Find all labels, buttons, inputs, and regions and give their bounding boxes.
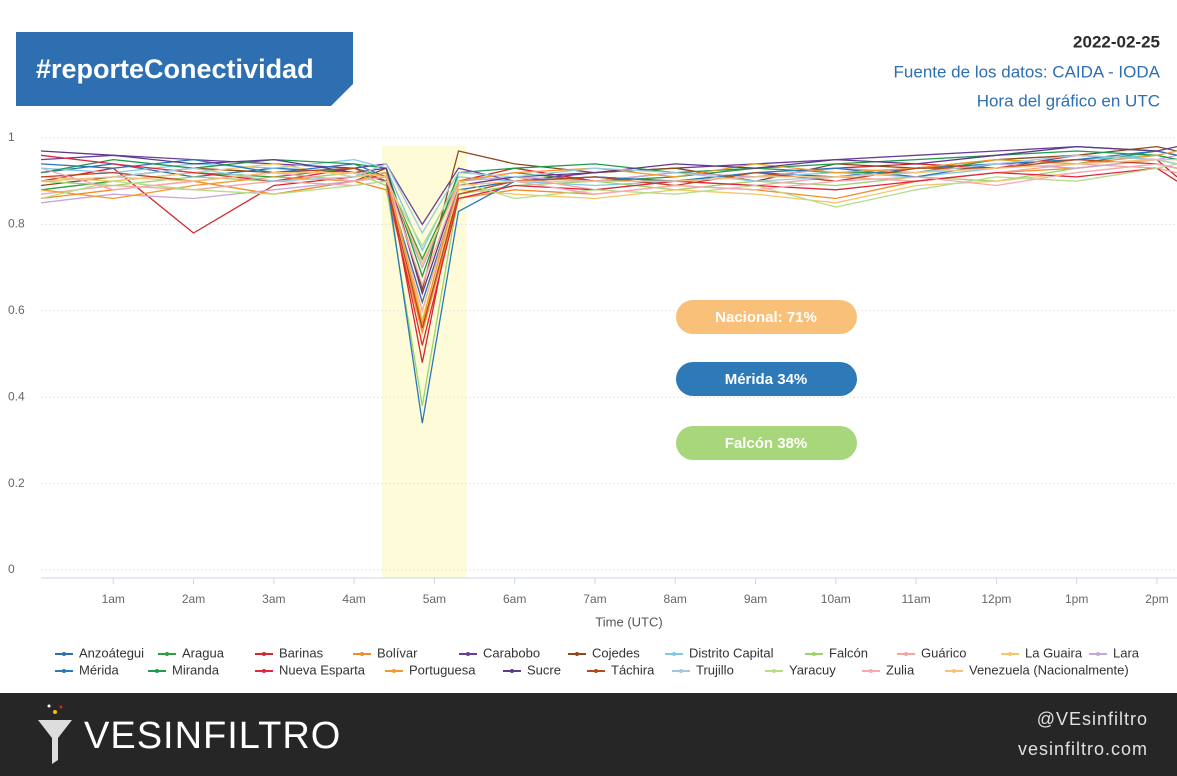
legend-label: La Guaira (1025, 645, 1083, 660)
x-tick-label: 1pm (1065, 592, 1088, 606)
legend-label: Carabobo (483, 645, 540, 660)
legend-label: Táchira (611, 662, 655, 677)
legend-label: Mérida (79, 662, 120, 677)
series-line (40, 158, 1177, 265)
series-line (40, 145, 1177, 226)
legend-marker (62, 652, 66, 656)
annotation-pill (676, 362, 857, 396)
legend-marker (772, 669, 776, 673)
legend-marker (672, 652, 676, 656)
legend-label: Trujillo (696, 662, 734, 677)
annotation-text: Nacional: 71% (715, 309, 817, 326)
series-line (40, 158, 1177, 335)
legend-label: Zulia (886, 662, 915, 677)
x-tick-label: 12pm (981, 592, 1011, 606)
legend-label: Sucre (527, 662, 561, 677)
legend-marker (1008, 652, 1012, 656)
annotation-pill (676, 300, 857, 334)
legend-marker (904, 652, 908, 656)
source: Fuente de los datos: CAIDA - IODA (894, 62, 1161, 81)
legend-marker (165, 652, 169, 656)
annotation-text: Mérida 34% (725, 371, 808, 388)
legend-marker (392, 669, 396, 673)
legend-label: Aragua (182, 645, 225, 660)
legend-marker (62, 669, 66, 673)
legend-label: Nueva Esparta (279, 662, 366, 677)
y-tick-label: 0.6 (8, 303, 25, 317)
x-tick-label: 10am (821, 592, 851, 606)
x-tick-label: 4am (342, 592, 365, 606)
x-tick-label: 9am (744, 592, 767, 606)
title: #reporteConectividad (36, 54, 314, 84)
series-line (40, 150, 1177, 324)
series-line (40, 163, 1177, 314)
legend-marker (1096, 652, 1100, 656)
y-tick-label: 1 (8, 130, 15, 144)
legend-marker (594, 669, 598, 673)
logo-dot (53, 710, 57, 714)
legend-marker (466, 652, 470, 656)
y-tick-label: 0 (8, 562, 15, 576)
annotation-text: Falcón 38% (725, 435, 808, 452)
logo-dot (47, 704, 51, 708)
x-tick-label: 5am (423, 592, 446, 606)
legend-label: Anzoátegui (79, 645, 144, 660)
series-line (40, 150, 1177, 279)
series-line (40, 163, 1177, 248)
legend-label: Bolívar (377, 645, 418, 660)
legend-label: Guárico (921, 645, 967, 660)
annotation-pill (676, 426, 857, 460)
legend-marker (575, 652, 579, 656)
x-tick-label: 3am (262, 592, 285, 606)
legend-marker (952, 669, 956, 673)
legend-marker (812, 652, 816, 656)
x-tick-label: 2am (182, 592, 205, 606)
date: 2022-02-25 (1073, 32, 1160, 51)
x-axis-label: Time (UTC) (595, 614, 662, 629)
legend-marker (262, 669, 266, 673)
legend-marker (869, 669, 873, 673)
legend-label: Portuguesa (409, 662, 476, 677)
logo-icon (38, 720, 72, 764)
x-tick-label: 2pm (1145, 592, 1168, 606)
legend-label: Venezuela (Nacionalmente) (969, 662, 1129, 677)
x-tick-label: 8am (664, 592, 687, 606)
legend-label: Barinas (279, 645, 324, 660)
logo: VESINFILTRO (84, 715, 341, 757)
legend-marker (679, 669, 683, 673)
legend-label: Lara (1113, 645, 1140, 660)
x-tick-label: 1am (102, 592, 125, 606)
footer-bar (0, 693, 1177, 776)
x-tick-label: 7am (583, 592, 606, 606)
legend-marker (155, 669, 159, 673)
legend-label: Falcón (829, 645, 868, 660)
series-line (40, 145, 1177, 296)
legend-label: Distrito Capital (689, 645, 774, 660)
y-tick-label: 0.8 (8, 217, 25, 231)
handle: @VEsinfiltro (1037, 709, 1148, 729)
site: vesinfiltro.com (1018, 739, 1148, 759)
legend-label: Cojedes (592, 645, 640, 660)
title-banner (16, 32, 353, 106)
legend-marker (360, 652, 364, 656)
series-line (40, 154, 1177, 235)
x-tick-label: 11am (902, 592, 931, 606)
x-tick-label: 6am (503, 592, 526, 606)
legend-marker (262, 652, 266, 656)
series-line (40, 163, 1177, 322)
legend-marker (510, 669, 514, 673)
y-tick-label: 0.2 (8, 476, 25, 490)
note: Hora del gráfico en UTC (977, 91, 1160, 110)
y-tick-label: 0.4 (8, 389, 25, 403)
series-line (40, 145, 1177, 292)
logo-dot (59, 705, 63, 709)
legend-label: Miranda (172, 662, 220, 677)
legend-label: Yaracuy (789, 662, 836, 677)
